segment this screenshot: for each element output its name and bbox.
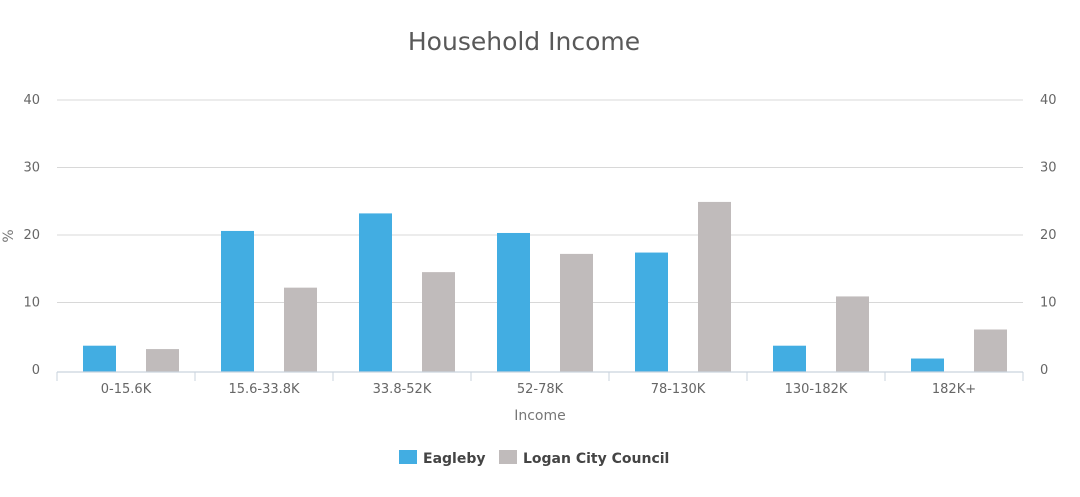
legend: Eagleby Logan City Council bbox=[399, 450, 669, 467]
chart-title: Household Income bbox=[408, 27, 640, 56]
y-tick-label-left: 20 bbox=[23, 228, 40, 243]
bar-series-2[interactable] bbox=[698, 201, 731, 372]
x-tick-label: 130-182K bbox=[785, 382, 848, 397]
x-tick-label: 52-78K bbox=[517, 382, 564, 397]
bar-series-2[interactable] bbox=[422, 272, 455, 372]
y-tick-label-left: 0 bbox=[32, 363, 40, 378]
bar-series-1[interactable] bbox=[221, 230, 254, 372]
bar-series-2[interactable] bbox=[974, 329, 1007, 373]
y-tick-label-left: 10 bbox=[23, 296, 40, 311]
gridlines bbox=[57, 99, 1023, 303]
x-axis: 0-15.6K 15.6-33.8K 33.8-52K 52-78K 78-130K 13… bbox=[56, 371, 1024, 397]
legend-label: Eagleby bbox=[423, 451, 485, 467]
bar-series-1[interactable] bbox=[497, 232, 530, 372]
y-axis-right: 0 10 20 30 40 bbox=[1040, 93, 1057, 378]
legend-swatch bbox=[399, 450, 417, 464]
y-tick-label-right: 40 bbox=[1040, 93, 1057, 108]
x-tick-label: 15.6-33.8K bbox=[228, 382, 300, 397]
legend-item[interactable]: Eagleby bbox=[399, 450, 485, 467]
bar-series-1[interactable] bbox=[773, 345, 806, 372]
bar-series-2[interactable] bbox=[560, 253, 593, 372]
y-axis-left: 0 10 20 30 40 bbox=[23, 93, 40, 378]
bar-series-1[interactable] bbox=[635, 252, 668, 372]
y-axis-title: % bbox=[1, 229, 17, 242]
legend-label: Logan City Council bbox=[523, 451, 669, 467]
bar-series-2[interactable] bbox=[836, 296, 869, 372]
bar-series-2[interactable] bbox=[284, 287, 317, 372]
bar-series-1[interactable] bbox=[83, 345, 116, 372]
x-tick-label: 182K+ bbox=[932, 382, 976, 397]
x-tick-label: 78-130K bbox=[651, 382, 706, 397]
legend-item[interactable]: Logan City Council bbox=[499, 450, 669, 467]
x-tick-label: 0-15.6K bbox=[101, 382, 152, 397]
legend-swatch bbox=[499, 450, 517, 464]
y-tick-label-right: 20 bbox=[1040, 228, 1057, 243]
bar-series-1[interactable] bbox=[359, 213, 392, 372]
y-tick-label-right: 30 bbox=[1040, 161, 1057, 176]
x-tick-label: 33.8-52K bbox=[373, 382, 432, 397]
y-tick-label-right: 0 bbox=[1040, 363, 1048, 378]
y-tick-label-right: 10 bbox=[1040, 296, 1057, 311]
bars bbox=[83, 201, 1007, 373]
bar-series-2[interactable] bbox=[146, 349, 179, 372]
y-tick-label-left: 30 bbox=[23, 161, 40, 176]
bar-series-1[interactable] bbox=[911, 358, 944, 372]
y-tick-label-left: 40 bbox=[23, 93, 40, 108]
x-axis-title: Income bbox=[514, 408, 566, 424]
